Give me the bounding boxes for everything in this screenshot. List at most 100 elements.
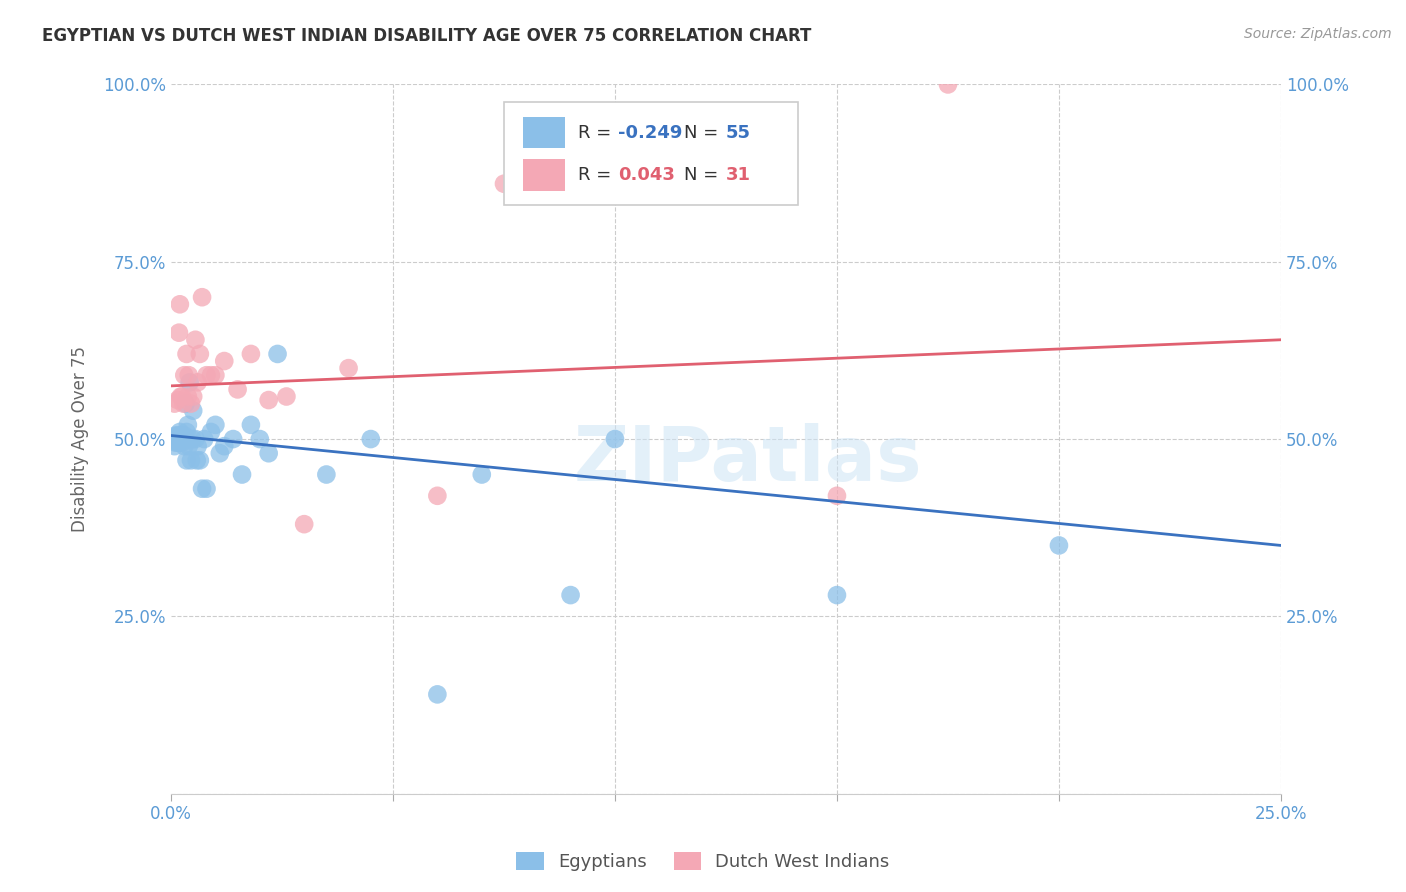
Point: [200, 368, 222, 383]
Point: [176, 425, 198, 439]
Point: [825, 489, 848, 503]
Text: EGYPTIAN VS DUTCH WEST INDIAN DISABILITY AGE OVER 75 CORRELATION CHART: EGYPTIAN VS DUTCH WEST INDIAN DISABILITY…: [42, 27, 811, 45]
Point: [184, 432, 207, 446]
Point: [177, 417, 200, 432]
Point: [184, 333, 207, 347]
Point: [172, 432, 194, 446]
Point: [173, 439, 195, 453]
Point: [193, 432, 215, 446]
Point: [181, 432, 204, 446]
Point: [179, 376, 201, 390]
Point: [426, 687, 449, 701]
Point: [239, 347, 262, 361]
Point: [936, 78, 959, 92]
Point: [191, 290, 214, 304]
Text: -0.249: -0.249: [619, 123, 683, 142]
Text: ZIPatlas: ZIPatlas: [574, 424, 922, 498]
Point: [176, 347, 198, 361]
Point: [1047, 538, 1070, 552]
Point: [174, 396, 197, 410]
Text: 31: 31: [725, 166, 751, 184]
Text: 0.043: 0.043: [619, 166, 675, 184]
Point: [165, 432, 187, 446]
Point: [166, 392, 188, 407]
Point: [560, 588, 582, 602]
Point: [166, 428, 188, 442]
Point: [177, 390, 200, 404]
Point: [169, 425, 191, 439]
Text: R =: R =: [578, 123, 617, 142]
Point: [266, 347, 288, 361]
Point: [166, 435, 188, 450]
Point: [276, 390, 298, 404]
FancyBboxPatch shape: [523, 159, 565, 191]
Point: [173, 428, 195, 442]
Point: [173, 368, 195, 383]
Point: [471, 467, 494, 482]
Point: [180, 396, 202, 410]
Point: [176, 453, 198, 467]
Point: [167, 326, 190, 340]
Point: [257, 446, 280, 460]
Point: [360, 432, 382, 446]
Point: [180, 453, 202, 467]
FancyBboxPatch shape: [503, 103, 799, 205]
Point: [214, 439, 236, 453]
Point: [204, 368, 226, 383]
Point: [170, 390, 193, 404]
Point: [181, 403, 204, 417]
Point: [186, 453, 208, 467]
Text: R =: R =: [578, 166, 617, 184]
Point: [195, 368, 218, 383]
Y-axis label: Disability Age Over 75: Disability Age Over 75: [72, 346, 89, 532]
Point: [169, 297, 191, 311]
Point: [187, 376, 209, 390]
Point: [191, 482, 214, 496]
Point: [172, 432, 194, 446]
Point: [195, 482, 218, 496]
Legend: Egyptians, Dutch West Indians: Egyptians, Dutch West Indians: [509, 845, 897, 879]
Point: [204, 417, 226, 432]
Point: [426, 489, 449, 503]
Point: [165, 428, 187, 442]
Point: [337, 361, 360, 376]
Text: N =: N =: [683, 123, 724, 142]
Point: [214, 354, 236, 368]
Point: [167, 432, 190, 446]
Point: [315, 467, 337, 482]
Point: [239, 417, 262, 432]
Point: [163, 439, 186, 453]
Point: [170, 432, 193, 446]
Text: 55: 55: [725, 123, 751, 142]
Point: [170, 432, 193, 446]
Point: [165, 435, 187, 450]
Point: [188, 347, 211, 361]
Text: Source: ZipAtlas.com: Source: ZipAtlas.com: [1244, 27, 1392, 41]
Point: [172, 390, 194, 404]
Point: [172, 428, 194, 442]
Point: [163, 396, 186, 410]
Point: [249, 432, 271, 446]
Point: [172, 435, 194, 450]
Point: [603, 432, 626, 446]
Point: [169, 428, 191, 442]
Point: [226, 383, 249, 397]
Point: [222, 432, 245, 446]
Point: [257, 392, 280, 407]
Text: N =: N =: [683, 166, 724, 184]
Point: [177, 368, 200, 383]
Point: [292, 517, 315, 532]
Point: [172, 396, 194, 410]
Point: [188, 453, 211, 467]
Point: [162, 432, 184, 446]
FancyBboxPatch shape: [523, 117, 565, 148]
Point: [172, 432, 194, 446]
Point: [200, 425, 222, 439]
Point: [169, 435, 191, 450]
Point: [208, 446, 231, 460]
Point: [181, 390, 204, 404]
Point: [177, 439, 200, 453]
Point: [167, 432, 190, 446]
Point: [825, 588, 848, 602]
Point: [187, 439, 209, 453]
